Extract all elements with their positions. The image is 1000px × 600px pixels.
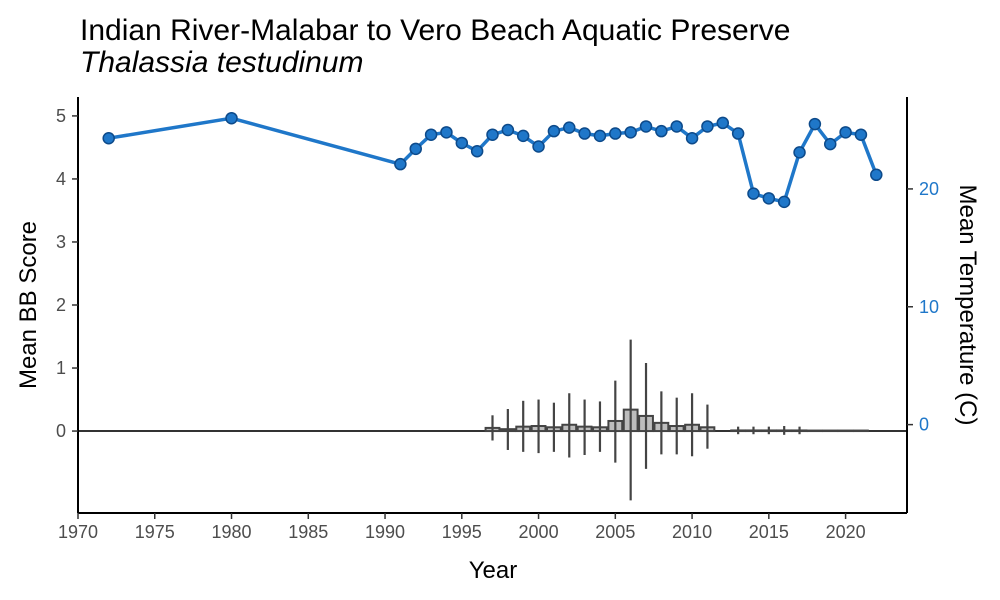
x-tick-label: 2015	[749, 522, 789, 542]
temperature-point	[409, 142, 422, 156]
bb-bar	[806, 429, 823, 433]
temperature-point	[793, 146, 806, 159]
temperature-point	[609, 127, 622, 140]
x-axis-title: Year	[469, 557, 518, 584]
temperature-point	[501, 123, 515, 137]
temperature-point	[547, 124, 561, 138]
chart-subtitle: Thalassia testudinum	[80, 46, 363, 79]
y-tick-label: 3	[56, 232, 66, 252]
temperature-point	[102, 131, 115, 145]
temperature-point	[532, 140, 545, 153]
y-tick-label: 4	[56, 169, 66, 189]
temperature-point	[440, 126, 453, 139]
y2-axis-title: Mean Temperature (C)	[954, 185, 981, 426]
temperature-point	[731, 127, 745, 140]
temperature-point	[762, 192, 776, 205]
y-tick-label: 1	[56, 358, 66, 378]
bb-bar	[837, 429, 854, 433]
temperature-point	[593, 129, 607, 143]
plot-area	[78, 111, 907, 501]
x-tick-label: 2005	[595, 522, 635, 542]
temperature-point	[716, 116, 730, 130]
temperature-point	[470, 144, 484, 158]
temperature-point	[486, 128, 499, 141]
bb-bar	[822, 429, 839, 433]
temperature-point	[639, 120, 653, 133]
bb-bar	[853, 429, 869, 433]
temperature-point	[823, 137, 837, 151]
y-tick-label: 0	[56, 421, 66, 441]
x-tick-label: 1990	[365, 522, 405, 542]
temperature-point	[777, 195, 791, 209]
chart-title: Indian River-Malabar to Vero Beach Aquat…	[80, 14, 790, 47]
y2-tick-label: 0	[919, 415, 929, 435]
y2-tick-label: 10	[919, 297, 939, 317]
y-axis-title: Mean BB Score	[15, 221, 42, 389]
temperature-point	[854, 128, 868, 141]
temperature-point	[394, 157, 407, 171]
temperature-point	[670, 120, 683, 133]
x-tick-label: 1995	[442, 522, 482, 542]
temperature-point	[701, 120, 714, 133]
y-tick-label: 5	[56, 106, 66, 126]
x-tick-label: 2020	[826, 522, 866, 542]
x-tick-label: 1975	[135, 522, 175, 542]
temperature-point	[624, 126, 637, 139]
temperature-point	[839, 126, 852, 139]
y-tick-label: 2	[56, 295, 66, 315]
temperature-point	[455, 136, 469, 150]
temperature-point	[655, 124, 668, 138]
x-tick-label: 1985	[288, 522, 328, 542]
temperature-point	[563, 121, 576, 134]
temperature-point	[516, 129, 530, 143]
temperature-point	[225, 111, 238, 125]
x-tick-label: 1980	[211, 522, 251, 542]
temperature-point	[747, 187, 760, 200]
temperature-point	[578, 127, 591, 140]
y2-tick-label: 20	[919, 179, 939, 199]
temperature-point	[870, 168, 883, 182]
temperature-line	[108, 116, 878, 204]
axes: 1970 1975 1980 1985 1990 1995 2000 2005 2010 2015…	[56, 97, 939, 542]
x-tick-label: 2010	[672, 522, 712, 542]
temperature-point	[424, 128, 438, 141]
x-tick-label: 2000	[519, 522, 559, 542]
temperature-point	[808, 117, 822, 131]
temperature-point	[685, 131, 699, 145]
x-tick-label: 1970	[58, 522, 98, 542]
